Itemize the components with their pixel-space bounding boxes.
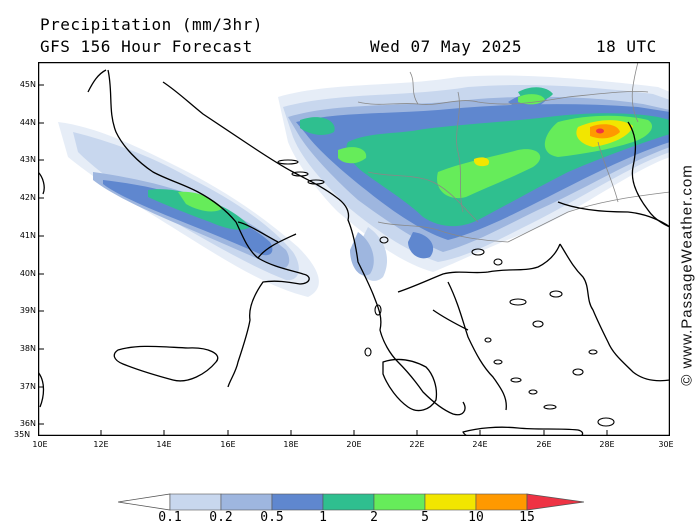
legend-arrow-right	[526, 493, 584, 511]
map-title: Precipitation (mm/3hr)	[40, 15, 263, 34]
lon-label-22e: 22E	[409, 440, 425, 449]
lon-label-28e: 28E	[599, 440, 615, 449]
aegean-islands	[277, 159, 615, 427]
lon-label-18e: 18E	[283, 440, 299, 449]
legend-bin-3	[322, 493, 375, 511]
lat-label-41n: 41N	[19, 231, 36, 240]
precipitation-map	[38, 62, 670, 436]
legend-label-2: 2	[370, 510, 378, 525]
lat-label-37n: 37N	[19, 382, 36, 391]
legend-label-02: 0.2	[209, 510, 233, 525]
lat-label-42n: 42N	[19, 193, 36, 202]
legend-bin-6	[475, 493, 528, 511]
legend-bin-1	[220, 493, 273, 511]
legend-label-10: 10	[468, 510, 484, 525]
precip-legend	[118, 493, 584, 511]
map-frame	[38, 62, 670, 436]
lat-label-36n: 36N	[19, 419, 36, 428]
lat-label-40n: 40N	[19, 269, 36, 278]
legend-label-05: 0.5	[260, 510, 284, 525]
lon-label-16e: 16E	[220, 440, 236, 449]
lon-label-12e: 12E	[93, 440, 109, 449]
legend-label-1: 1	[319, 510, 327, 525]
legend-bin-5	[424, 493, 477, 511]
precip-layer-15	[590, 124, 620, 139]
lat-label-39n: 39N	[19, 306, 36, 315]
legend-label-01: 0.1	[158, 510, 182, 525]
legend-label-15: 15	[519, 510, 535, 525]
lon-label-26e: 26E	[536, 440, 552, 449]
legend-label-5: 5	[421, 510, 429, 525]
forecast-date: Wed 07 May 2025	[370, 37, 522, 56]
country-borders	[357, 62, 670, 243]
lat-label-38n: 38N	[19, 344, 36, 353]
legend-bin-0	[169, 493, 222, 511]
site-credit-text: © www.PassageWeather.com	[678, 164, 696, 386]
legend-arrow-left	[118, 493, 171, 511]
lon-label-30e: 30E	[658, 440, 674, 449]
lon-label-20e: 20E	[346, 440, 362, 449]
legend-bin-2	[271, 493, 324, 511]
lat-label-44n: 44N	[19, 118, 36, 127]
precip-layer-max	[596, 128, 604, 134]
lon-label-14e: 14E	[156, 440, 172, 449]
forecast-hour: GFS 156 Hour Forecast	[40, 37, 253, 56]
lat-label-45n: 45N	[19, 80, 36, 89]
forecast-time: 18 UTC	[596, 37, 657, 56]
lat-label-35n: 35N	[14, 430, 31, 439]
lon-label-10e: 10E	[32, 440, 48, 449]
lon-label-24e: 24E	[472, 440, 488, 449]
legend-bin-4	[373, 493, 426, 511]
lat-label-43n: 43N	[19, 155, 36, 164]
site-credit: © www.PassageWeather.com	[672, 150, 700, 400]
